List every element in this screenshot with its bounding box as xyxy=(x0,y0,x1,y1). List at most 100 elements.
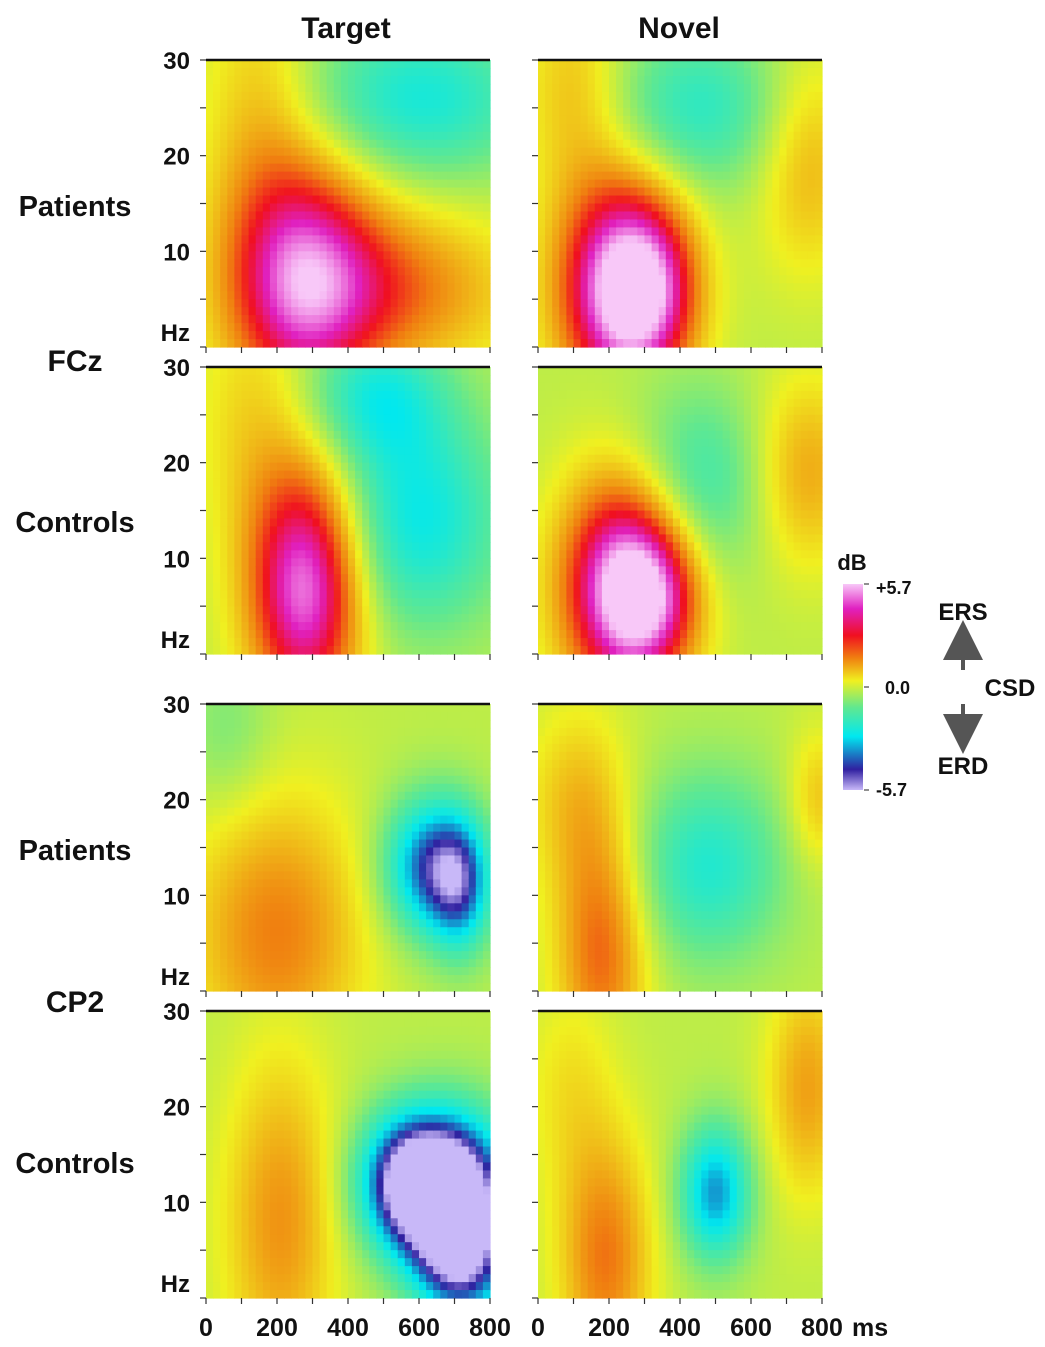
heatmap-cell xyxy=(305,187,314,197)
heatmap-cell xyxy=(538,315,546,324)
heatmap-cell xyxy=(651,534,660,543)
heatmap-cell xyxy=(227,203,235,213)
heatmap-cell xyxy=(305,139,314,149)
heatmap-cell xyxy=(277,446,285,456)
heatmap-cell xyxy=(580,259,589,268)
heatmap-cell xyxy=(475,171,484,181)
heatmap-cell xyxy=(630,139,638,149)
heatmap-cell xyxy=(772,131,780,141)
heatmap-cell xyxy=(333,211,342,221)
heatmap-cell xyxy=(779,171,788,181)
heatmap-cell xyxy=(241,390,250,400)
heatmap-cell xyxy=(616,147,624,157)
heatmap-cell xyxy=(722,243,731,252)
heatmap-cell xyxy=(312,323,321,332)
heatmap-cell xyxy=(241,414,250,424)
heatmap-cell xyxy=(475,614,484,623)
heatmap-cell xyxy=(419,75,427,85)
heatmap-cell xyxy=(362,454,370,464)
heatmap-cell xyxy=(390,83,399,93)
heatmap-cell xyxy=(404,590,413,599)
heatmap-cell xyxy=(708,267,717,276)
heatmap-cell xyxy=(559,267,567,276)
heatmap-cell xyxy=(587,91,596,101)
heatmap-cell xyxy=(319,315,328,324)
heatmap-cell xyxy=(284,462,292,472)
heatmap-cell xyxy=(630,454,638,464)
heatmap-cell xyxy=(765,147,773,157)
heatmap-cell xyxy=(559,582,567,591)
heatmap-cell xyxy=(234,518,243,528)
heatmap-cell xyxy=(213,566,221,575)
heatmap-cell xyxy=(665,307,674,316)
heatmap-cell xyxy=(390,534,399,543)
heatmap-cell xyxy=(411,91,420,101)
heatmap-cell xyxy=(369,470,377,480)
heatmap-cell xyxy=(248,454,257,464)
heatmap-cell xyxy=(743,75,752,85)
heatmap-cell xyxy=(298,502,306,512)
heatmap-cell xyxy=(333,339,342,348)
heatmap-cell xyxy=(213,147,221,157)
heatmap-cell xyxy=(772,315,780,324)
heatmap-cell xyxy=(800,187,809,197)
heatmap-cell xyxy=(637,115,646,125)
heatmap-cell xyxy=(355,131,363,141)
heatmap-cell xyxy=(206,454,214,464)
heatmap-cell xyxy=(475,454,484,464)
heatmap-cell xyxy=(440,291,448,300)
heatmap-cell xyxy=(807,203,816,213)
heatmap-cell xyxy=(779,155,788,165)
heatmap-cell xyxy=(758,251,766,260)
heatmap-cell xyxy=(390,123,399,133)
heatmap-cell xyxy=(482,187,491,197)
heatmap-cell xyxy=(538,139,546,149)
heatmap-cell xyxy=(623,566,631,575)
heatmap-cell xyxy=(545,107,553,117)
heatmap-cell xyxy=(262,147,271,157)
heatmap-cell xyxy=(426,526,434,536)
heatmap-cell xyxy=(305,438,314,448)
heatmap-cell xyxy=(616,494,624,504)
heatmap-cell xyxy=(298,227,306,236)
heatmap-cell xyxy=(291,566,299,575)
heatmap-cell xyxy=(213,259,221,268)
heatmap-cell xyxy=(248,299,257,308)
heatmap-cell xyxy=(758,195,766,205)
heatmap-cell xyxy=(708,227,717,236)
heatmap-cell xyxy=(255,339,264,348)
heatmap-cell xyxy=(390,331,399,340)
heatmap-cell xyxy=(758,219,766,229)
heatmap-cell xyxy=(601,227,610,236)
heatmap-cell xyxy=(291,123,299,133)
heatmap-cell xyxy=(594,179,603,189)
heatmap-cell xyxy=(355,195,363,205)
heatmap-cell xyxy=(538,430,546,440)
heatmap-cell xyxy=(468,367,477,376)
heatmap-cell xyxy=(594,614,603,623)
heatmap-cell xyxy=(277,438,285,448)
heatmap-cell xyxy=(637,91,646,101)
heatmap-cell xyxy=(411,582,420,591)
heatmap-cell xyxy=(580,131,589,141)
heatmap-cell xyxy=(348,211,356,221)
heatmap-cell xyxy=(234,219,243,229)
heatmap-cell xyxy=(269,139,278,149)
heatmap-cell xyxy=(743,179,752,189)
heatmap-cell xyxy=(284,446,292,456)
heatmap-cell xyxy=(340,574,349,583)
heatmap-cell xyxy=(552,331,560,340)
heatmap-cell xyxy=(601,99,610,109)
heatmap-cell xyxy=(609,430,617,440)
heatmap-cell xyxy=(234,486,243,496)
heatmap-cell xyxy=(623,259,631,268)
heatmap-cell xyxy=(213,275,221,284)
heatmap-cell xyxy=(559,259,567,268)
heatmap-cell xyxy=(814,155,823,165)
heatmap-cell xyxy=(609,291,617,300)
heatmap-cell xyxy=(284,75,292,85)
heatmap-cell xyxy=(397,374,406,384)
heatmap-cell xyxy=(672,291,681,300)
heatmap-cell xyxy=(651,339,660,348)
heatmap-cell xyxy=(743,251,752,260)
